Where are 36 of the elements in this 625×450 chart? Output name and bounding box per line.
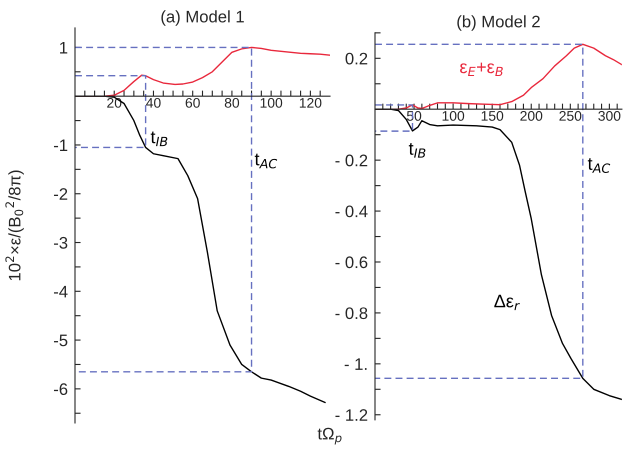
y-tick-label: - 1.: [344, 358, 367, 370]
chart-title: (a) Model 1: [161, 10, 244, 26]
x-tick-label: 150: [482, 110, 504, 121]
y-tick-label: - 0.6: [335, 256, 368, 268]
series-label: ε$_{E}$+ε$_{B}$: [460, 62, 503, 76]
x-axis-title: tΩ$_{p}$: [318, 428, 342, 445]
line-series: [75, 95, 326, 404]
chart-title: (b) Model 2: [457, 15, 540, 31]
annotation: t$_{IB}$: [408, 143, 426, 158]
annotation: t$_{IB}$: [150, 131, 168, 146]
y-tick-label: -1: [54, 140, 68, 152]
annotation: t$_{AC}$: [588, 158, 610, 173]
y-tick-label: -2: [54, 188, 68, 200]
annotation: t$_{AC}$: [254, 154, 278, 168]
x-tick-label: 100: [442, 110, 464, 121]
y-tick-label: - 0.8: [335, 307, 368, 320]
x-tick-label: 300: [598, 110, 620, 121]
y-tick-label: - 0.4: [335, 205, 368, 218]
x-tick-label: 80: [224, 98, 240, 108]
x-tick-label: 60: [186, 98, 200, 108]
x-tick-label: 20: [107, 98, 122, 108]
x-tick-label: 200: [520, 110, 542, 121]
y-tick-label: -6: [54, 383, 68, 396]
y-tick-label: 1: [60, 42, 68, 54]
y-tick-label: -5: [54, 334, 68, 346]
x-tick-label: 40: [146, 98, 161, 108]
x-tick-label: 100: [260, 98, 282, 108]
x-tick-label: 250: [559, 110, 582, 121]
y-tick-label: - 1.2: [335, 409, 368, 421]
annotation: Δε$_{r}$: [494, 294, 520, 310]
y-tick-label: -4: [54, 286, 68, 298]
y-tick-label: -3: [54, 236, 68, 249]
y-axis-title: 10$^{2}$×ε/(B$_{0}$$^{2}$/8π): [5, 170, 24, 280]
y-tick-label: - 0.2: [335, 154, 368, 166]
x-tick-label: 120: [300, 98, 322, 108]
y-tick-label: 0.2: [346, 52, 368, 65]
